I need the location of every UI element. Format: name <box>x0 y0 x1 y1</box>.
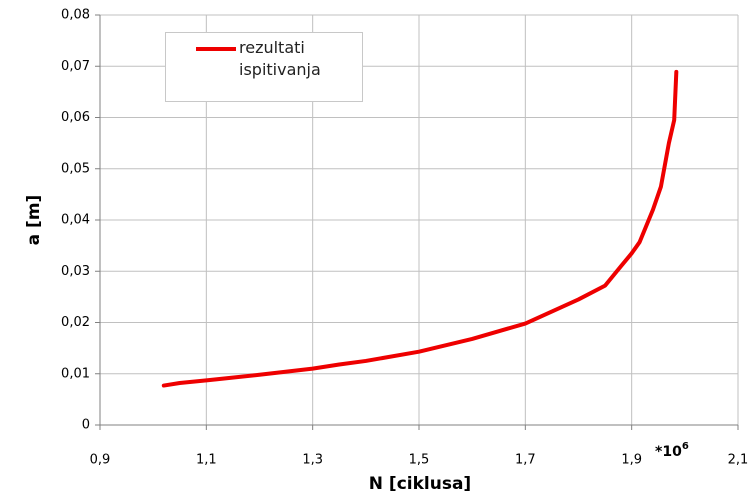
x-tick-label: 1,3 <box>302 453 323 468</box>
legend: rezultati ispitivanja <box>165 32 363 102</box>
x-axis-label: N [ciklusa] <box>369 474 471 494</box>
y-tick-label: 0,03 <box>61 264 90 279</box>
y-tick-label: 0,02 <box>61 315 90 330</box>
legend-label: rezultati ispitivanja <box>239 38 321 79</box>
annotation-exponent: 6 <box>682 441 689 452</box>
y-tick-label: 0,04 <box>61 213 90 228</box>
x-tick-label: 0,9 <box>90 453 111 468</box>
y-tick-label: 0,07 <box>61 59 90 74</box>
annotation-base: *10 <box>655 444 682 460</box>
data-line <box>161 69 679 388</box>
y-tick-label: 0 <box>82 418 90 433</box>
y-axis-label: a [m] <box>24 195 44 246</box>
x-tick-label: 2,1 <box>728 453 749 468</box>
annotation: *106 <box>655 441 689 460</box>
y-tick-label: 0,06 <box>61 110 90 125</box>
x-tick-label: 1,5 <box>409 453 430 468</box>
legend-swatch <box>196 47 236 51</box>
x-tick-label: 1,1 <box>196 453 217 468</box>
x-tick-label: 1,7 <box>515 453 536 468</box>
y-tick-label: 0,01 <box>61 366 90 381</box>
x-tick-label: 1,9 <box>621 453 642 468</box>
y-tick-label: 0,08 <box>61 8 90 23</box>
y-tick-label: 0,05 <box>61 161 90 176</box>
